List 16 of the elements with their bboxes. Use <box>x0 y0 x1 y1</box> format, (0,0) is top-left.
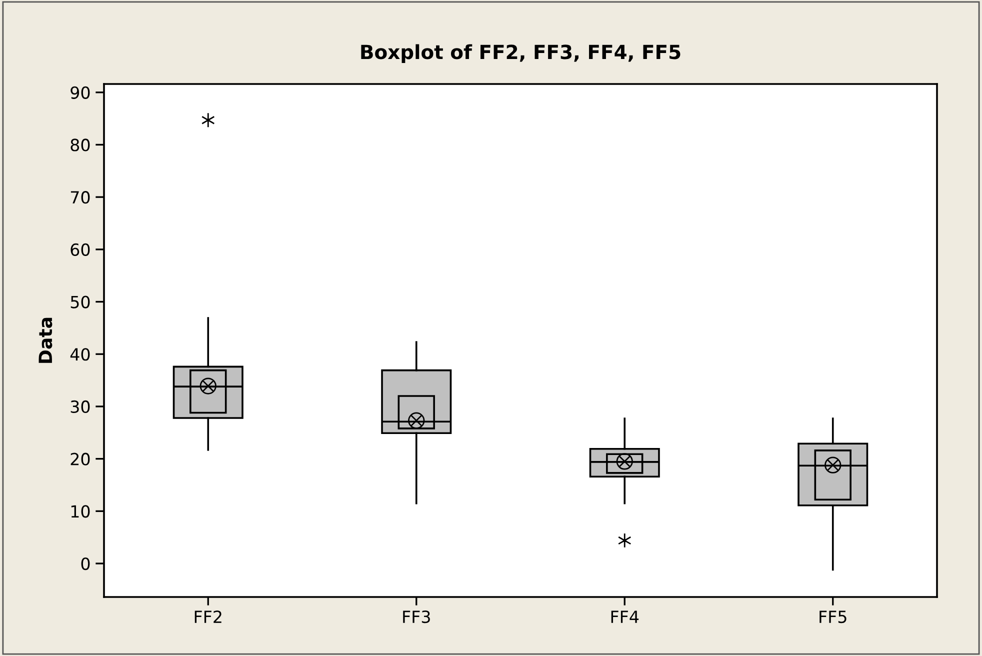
y-tick-label: 30 <box>70 400 90 414</box>
chart-title: Boxplot of FF2, FF3, FF4, FF5 <box>361 44 680 64</box>
y-tick-label: 90 <box>70 86 90 99</box>
y-tick-label: 70 <box>70 191 90 204</box>
y-tick-label: 0 <box>81 557 90 570</box>
x-tick-label: FF2 <box>194 610 222 623</box>
y-tick-label: 60 <box>70 243 90 256</box>
y-tick-label: 20 <box>70 452 90 466</box>
x-tick-label: FF4 <box>611 610 639 623</box>
x-tick-label: FF3 <box>403 610 430 624</box>
y-tick-label: 50 <box>70 296 90 308</box>
y-axis-title: Data <box>38 318 52 363</box>
y-tick-label: 80 <box>70 138 90 152</box>
x-tick-label: FF5 <box>820 610 846 624</box>
y-tick-label: 40 <box>70 348 90 361</box>
y-tick-label: 10 <box>71 505 90 518</box>
